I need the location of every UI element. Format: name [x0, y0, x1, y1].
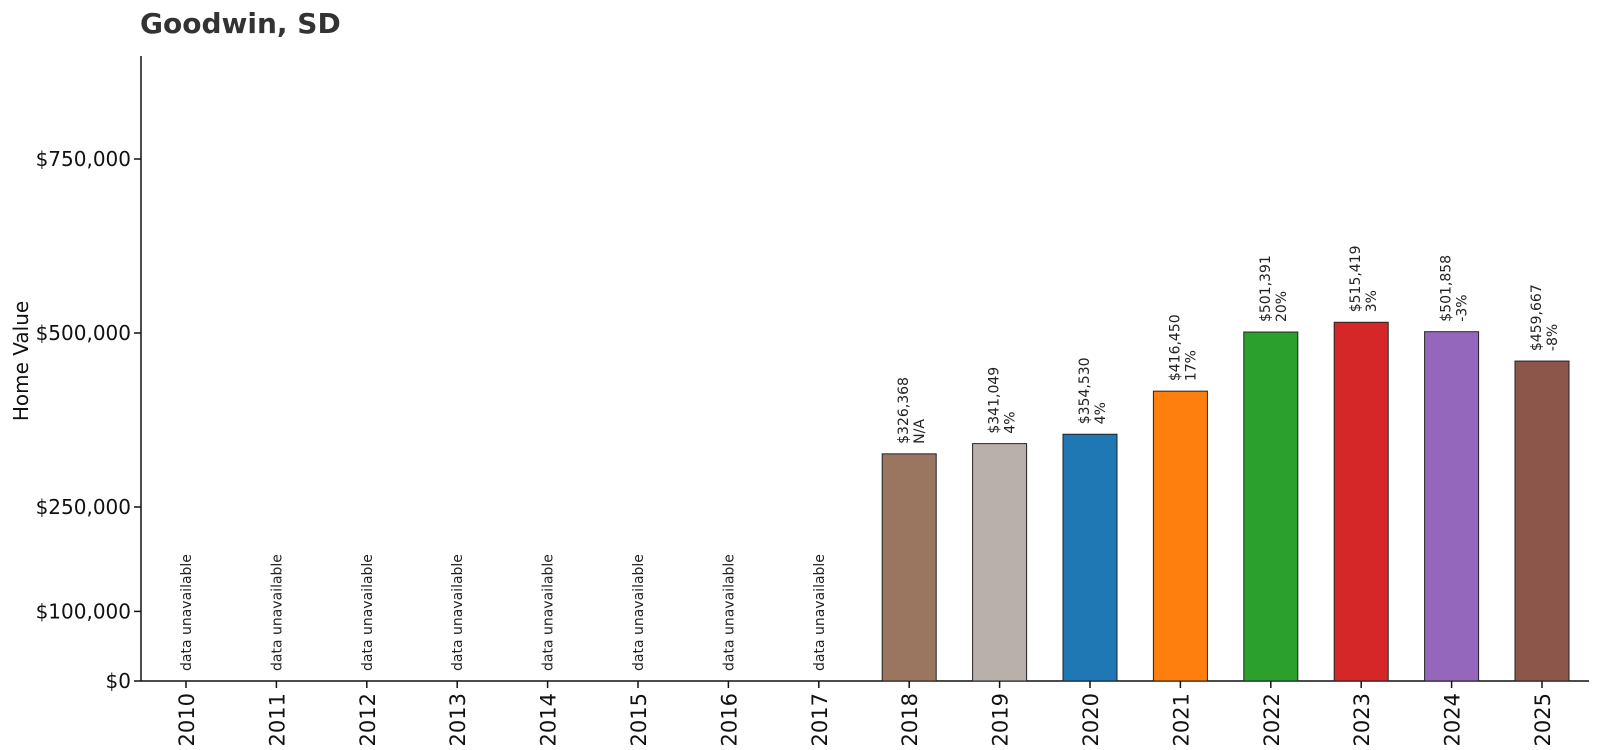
bar [881, 453, 937, 682]
bar-value-label: $354,530 [1077, 357, 1093, 424]
x-tick-label: 2019 [989, 693, 1013, 746]
bar-change-label: -3% [1455, 294, 1471, 321]
bar-value-label: $416,450 [1167, 314, 1183, 381]
x-tick-label: 2015 [627, 693, 651, 746]
bar-change-label: 20% [1274, 291, 1290, 322]
y-tick-label: $250,000 [36, 495, 131, 519]
bar [1333, 321, 1389, 682]
data-unavailable-label: data unavailable [631, 554, 647, 671]
x-tick-label: 2010 [175, 693, 199, 746]
x-tick-label: 2017 [808, 693, 832, 746]
x-tick-label: 2020 [1079, 693, 1103, 746]
bars: data unavailable data unavailable data una… [179, 245, 1570, 682]
bar-value-label: $515,419 [1348, 245, 1364, 312]
bar-value-label: $501,858 [1439, 255, 1455, 322]
data-unavailable-label: data unavailable [721, 554, 737, 671]
x-tick-label: 2014 [537, 693, 561, 746]
bar-value-label: $459,667 [1529, 284, 1545, 351]
bar-change-label: 4% [1093, 402, 1109, 424]
bar [1062, 433, 1118, 682]
x-ticks: 2010 2011 2012 2013 2014 2015 2016 2017 2018 2019… [175, 681, 1555, 746]
bar-value-label: $501,391 [1258, 255, 1274, 322]
x-tick-label: 2018 [898, 693, 922, 746]
x-tick-label: 2022 [1260, 693, 1284, 746]
y-ticks: $0 $100,000 $250,000 $500,000 $750,000 [36, 147, 141, 693]
data-unavailable-label: data unavailable [179, 554, 195, 671]
x-tick-label: 2013 [446, 693, 470, 746]
y-tick-label: $500,000 [36, 321, 131, 345]
y-tick-label: $100,000 [36, 599, 131, 623]
bar-change-label: N/A [912, 419, 928, 444]
bar-value-label: $326,368 [896, 377, 912, 444]
y-axis-label: Home Value [9, 301, 33, 421]
bar [1243, 331, 1299, 682]
bar-change-label: 3% [1364, 290, 1380, 312]
y-tick-label: $750,000 [36, 147, 131, 171]
data-unavailable-label: data unavailable [360, 554, 376, 671]
bar [1152, 390, 1208, 682]
x-tick-label: 2011 [265, 693, 289, 746]
x-tick-label: 2024 [1441, 693, 1465, 746]
bar-change-label: -8% [1545, 324, 1561, 351]
data-unavailable-label: data unavailable [541, 554, 557, 671]
x-tick-label: 2025 [1531, 693, 1555, 746]
bar [972, 443, 1028, 682]
bar-change-label: 4% [1003, 411, 1019, 433]
data-unavailable-label: data unavailable [450, 554, 466, 671]
y-tick-label: $0 [106, 669, 131, 693]
data-unavailable-label: data unavailable [269, 554, 285, 671]
x-tick-label: 2021 [1169, 693, 1193, 746]
bar [1424, 331, 1480, 682]
bar-value-label: $341,049 [987, 367, 1003, 434]
bar-change-label: 17% [1183, 350, 1199, 381]
x-tick-label: 2023 [1350, 693, 1374, 746]
data-unavailable-label: data unavailable [812, 554, 828, 671]
x-tick-label: 2016 [717, 693, 741, 746]
x-tick-label: 2012 [356, 693, 380, 746]
bar [1514, 360, 1570, 682]
chart-title: Goodwin, SD [140, 7, 341, 40]
